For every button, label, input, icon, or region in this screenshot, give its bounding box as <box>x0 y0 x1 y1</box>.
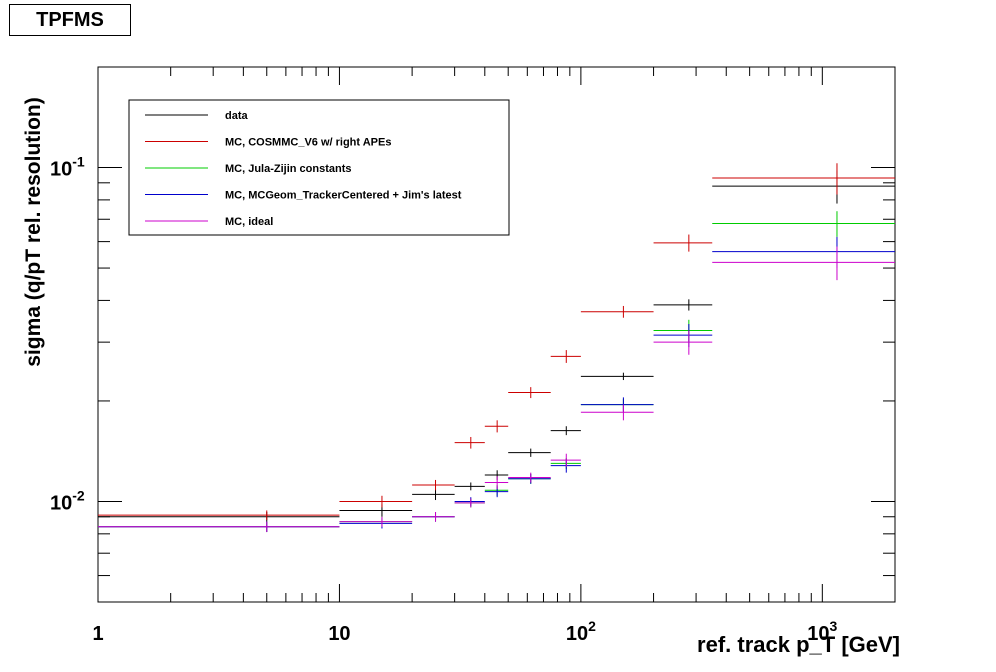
legend-entry: MC, COSMMC_V6 w/ right APEs <box>225 137 391 149</box>
y-tick-label: 10-2 <box>50 487 85 514</box>
plot-frame <box>97 66 896 603</box>
series-3 <box>98 236 895 533</box>
legend-entry: MC, MCGeom_TrackerCentered + Jim's lates… <box>225 190 462 202</box>
x-tick-label: 10 <box>328 623 350 645</box>
x-axis-label: ref. track p_T [GeV] <box>697 632 900 658</box>
legend-entry: data <box>225 110 249 122</box>
y-axis-label: sigma (q/pT rel. resolution) <box>21 97 45 367</box>
legend: data MC, COSMMC_V6 w/ right APEs MC, Jula-… <box>128 99 510 236</box>
x-tick-label: 1 <box>92 623 103 645</box>
legend-entry: MC, ideal <box>225 216 273 228</box>
x-axis-label-text: ref. track p_T [GeV] <box>697 632 900 657</box>
chart-title: TPFMS <box>9 4 131 36</box>
x-tick-label: 103 <box>807 618 837 645</box>
series-2 <box>98 211 895 533</box>
x-tick-label: 102 <box>566 618 596 645</box>
series-1 <box>98 163 895 521</box>
y-tick-label: 10-1 <box>50 154 85 181</box>
series-4 <box>98 246 895 533</box>
legend-entry: MC, Jula-Zijin constants <box>225 163 352 175</box>
